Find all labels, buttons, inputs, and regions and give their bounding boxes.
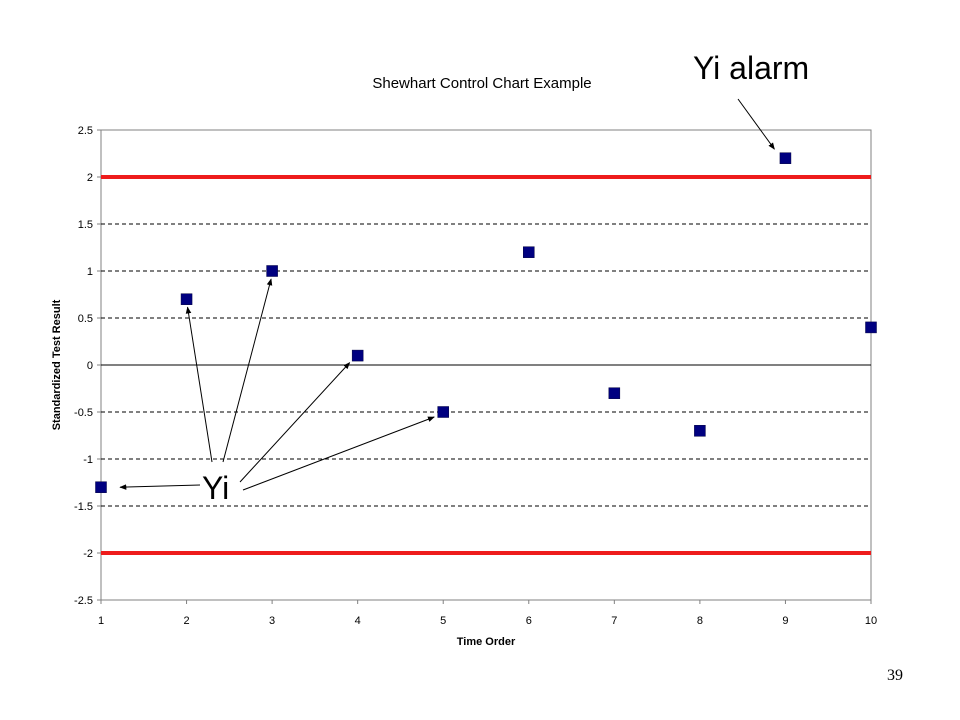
annotation-arrows (119, 98, 775, 491)
x-tick-label: 2 (183, 615, 189, 627)
data-series (95, 152, 877, 493)
data-point (180, 293, 193, 305)
yi-arrow-2 (185, 306, 213, 463)
x-tick-label: 5 (440, 615, 446, 627)
yi-arrow-1 (119, 484, 201, 490)
x-tick-label: 4 (355, 615, 361, 627)
data-point (266, 265, 278, 277)
data-point (865, 321, 877, 334)
control-limits (101, 175, 871, 555)
x-tick-label: 6 (526, 615, 532, 627)
data-point (608, 387, 621, 399)
data-point (437, 406, 449, 418)
page-number: 39 (887, 667, 903, 684)
y-tick-label: -1.5 (74, 501, 93, 513)
x-tick-label: 8 (697, 615, 703, 627)
yi-annotation: Yi (202, 470, 229, 506)
y-axis-label: Standardized Test Result (51, 299, 63, 430)
yi-alarm-arrow (737, 98, 775, 150)
yi-arrow-5 (242, 416, 435, 491)
y-tick-label: 0.5 (78, 313, 93, 325)
yi-alarm-annotation: Yi alarm (693, 50, 809, 86)
x-tick-label: 7 (611, 615, 617, 627)
x-tick-label: 9 (782, 615, 788, 627)
x-axis-label: Time Order (457, 636, 516, 648)
data-point (694, 425, 706, 437)
y-tick-label: -2 (83, 548, 93, 560)
x-axis: 1 2 3 4 5 6 7 8 9 10 (98, 600, 877, 627)
y-tick-label: 1 (87, 266, 93, 278)
y-tick-label: 2 (87, 172, 93, 184)
y-tick-label: 1.5 (78, 219, 93, 231)
yi-arrow-3 (222, 278, 273, 463)
y-tick-label: 2.5 (78, 125, 93, 137)
y-tick-label: -1 (83, 454, 93, 466)
yi-arrow-4 (239, 362, 351, 483)
y-tick-label: -2.5 (74, 595, 93, 607)
chart-title: Shewhart Control Chart Example (372, 75, 591, 92)
x-tick-label: 1 (98, 615, 104, 627)
x-tick-label: 10 (865, 615, 877, 627)
y-tick-label: 0 (87, 360, 93, 372)
data-point (95, 481, 107, 493)
y-axis: 2.5 2 1.5 1 0.5 0 -0.5 -1 -1.5 -2 -2.5 (74, 125, 101, 607)
data-point (779, 152, 792, 164)
plot-area: 2.5 2 1.5 1 0.5 0 -0.5 -1 -1.5 -2 -2.5 1 2 3 4 5 6 7 8 9 10 (74, 98, 877, 627)
data-point (351, 349, 364, 362)
data-point (523, 246, 535, 258)
x-tick-label: 3 (269, 615, 275, 627)
y-tick-label: -0.5 (74, 407, 93, 419)
